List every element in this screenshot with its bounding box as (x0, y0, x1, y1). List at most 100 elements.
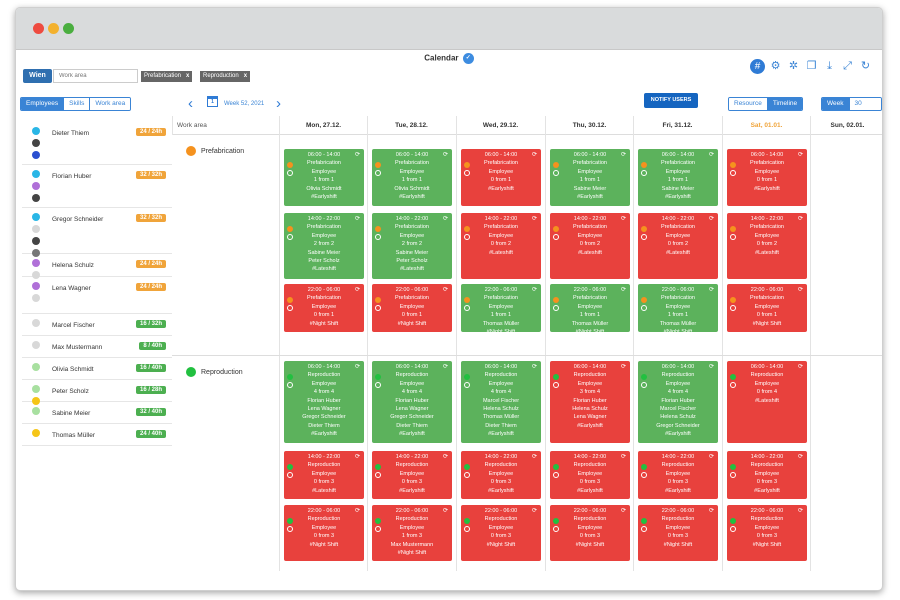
repeat-icon[interactable]: ⟳ (797, 508, 803, 514)
prev-week-button[interactable]: ‹ (188, 95, 193, 112)
repeat-icon[interactable]: ⟳ (354, 152, 360, 158)
employee-row[interactable]: Olivia Schmidt 16 / 40h (22, 358, 172, 380)
repeat-icon[interactable]: ⟳ (620, 364, 626, 370)
day-header[interactable]: Tue, 28.12. (367, 116, 455, 135)
shift-card[interactable]: ⟳ 22:00 - 06:00 Reproduction Employee 0 from… (284, 505, 364, 561)
notify-users-button[interactable]: NOTIFY USERS (644, 93, 698, 108)
shift-card[interactable]: ⟳ 22:00 - 06:00 Prefabrication Employee 1 fr… (638, 284, 718, 335)
employee-row[interactable]: Peter Scholz 16 / 28h (22, 380, 172, 405)
repeat-icon[interactable]: ⟳ (797, 152, 803, 158)
shift-card[interactable]: ⟳ 14:00 - 22:00 Reproduction Employee 0 from… (372, 451, 452, 499)
shift-card[interactable]: ⟳ 22:00 - 06:00 Reproduction Employee 0 from… (461, 505, 541, 561)
shift-card[interactable]: ⟳ 14:00 - 22:00 Prefabrication Employee 0 fr… (550, 213, 630, 279)
repeat-icon[interactable]: ⟳ (442, 508, 448, 514)
repeat-icon[interactable]: ⟳ (708, 152, 714, 158)
employee-row[interactable]: Sabine Meier 32 / 40h (22, 402, 172, 424)
next-week-button[interactable]: › (276, 95, 281, 112)
repeat-icon[interactable]: ⟳ (708, 287, 714, 293)
shift-card[interactable]: ⟳ 14:00 - 22:00 Reproduction Employee 0 from… (284, 451, 364, 499)
shift-card[interactable]: ⟳ 14:00 - 22:00 Prefabrication Employee 0 fr… (727, 213, 807, 279)
repeat-icon[interactable]: ⟳ (797, 287, 803, 293)
gear-icon[interactable]: ✲ (788, 60, 799, 72)
repeat-icon[interactable]: ⟳ (442, 152, 448, 158)
employee-row[interactable]: Lena Wagner 24 / 24h (22, 277, 172, 314)
shift-card[interactable]: ⟳ 22:00 - 06:00 Reproduction Employee 1 from… (372, 505, 452, 561)
location-button[interactable]: Wien (23, 69, 52, 83)
tab-work-area[interactable]: Work area (90, 98, 131, 110)
shift-card[interactable]: ⟳ 06:00 - 14:00 Reproduction Employee 4 from… (284, 361, 364, 443)
repeat-icon[interactable]: ⟳ (531, 454, 537, 460)
tab-resource[interactable]: Resource (729, 98, 768, 110)
repeat-icon[interactable]: ⟳ (442, 287, 448, 293)
shift-card[interactable]: ⟳ 22:00 - 06:00 Prefabrication Employee 0 fr… (284, 284, 364, 332)
shift-card[interactable]: ⟳ 22:00 - 06:00 Prefabrication Employee 1 fr… (550, 284, 630, 335)
shift-card[interactable]: ⟳ 06:00 - 14:00 Prefabrication Employee 0 fr… (727, 149, 807, 206)
repeat-icon[interactable]: ⟳ (531, 364, 537, 370)
tab-employees[interactable]: Employees (21, 98, 65, 110)
tab-30-days[interactable]: 30 days (849, 98, 881, 110)
employee-row[interactable]: Florian Huber 32 / 32h (22, 165, 172, 208)
shift-card[interactable]: ⟳ 06:00 - 14:00 Prefabrication Employee 1 fr… (550, 149, 630, 206)
hashtag-icon[interactable]: # (750, 59, 765, 74)
shift-card[interactable]: ⟳ 22:00 - 06:00 Reproduction Employee 0 from… (727, 505, 807, 561)
repeat-icon[interactable]: ⟳ (442, 364, 448, 370)
repeat-icon[interactable]: ⟳ (442, 216, 448, 222)
repeat-icon[interactable]: ⟳ (708, 216, 714, 222)
day-header[interactable]: Wed, 29.12. (456, 116, 544, 135)
close-window-button[interactable] (33, 23, 44, 34)
close-icon[interactable]: x (243, 73, 248, 79)
close-icon[interactable]: x (186, 73, 190, 79)
refresh-icon[interactable]: ↻ (860, 60, 871, 72)
shift-card[interactable]: ⟳ 14:00 - 22:00 Reproduction Employee 0 from… (550, 451, 630, 499)
shift-card[interactable]: ⟳ 22:00 - 06:00 Prefabrication Employee 0 fr… (727, 284, 807, 332)
repeat-icon[interactable]: ⟳ (531, 508, 537, 514)
tab-week[interactable]: Week (822, 98, 850, 110)
repeat-icon[interactable]: ⟳ (354, 287, 360, 293)
expand-icon[interactable]: ⤢ (843, 60, 852, 72)
filter-chip-prefabrication[interactable]: Prefabrication x (141, 71, 193, 82)
day-header[interactable]: Sun, 02.01. (810, 116, 882, 135)
employee-row[interactable]: Thomas Müller 24 / 40h (22, 424, 172, 446)
maximize-window-button[interactable] (63, 23, 74, 34)
employee-row[interactable]: Max Mustermann 8 / 40h (22, 336, 172, 358)
shift-card[interactable]: ⟳ 06:00 - 14:00 Reproduction Employee 4 from… (461, 361, 541, 443)
repeat-icon[interactable]: ⟳ (354, 364, 360, 370)
repeat-icon[interactable]: ⟳ (797, 364, 803, 370)
day-header[interactable]: Fri, 31.12. (633, 116, 721, 135)
shift-card[interactable]: ⟳ 14:00 - 22:00 Reproduction Employee 0 from… (461, 451, 541, 499)
shift-card[interactable]: ⟳ 14:00 - 22:00 Prefabrication Employee 2 fr… (284, 213, 364, 279)
employee-row[interactable]: Marcel Fischer 16 / 32h (22, 314, 172, 336)
shift-card[interactable]: ⟳ 14:00 - 22:00 Reproduction Employee 0 from… (727, 451, 807, 499)
repeat-icon[interactable]: ⟳ (797, 454, 803, 460)
day-header[interactable]: Sat, 01.01. (722, 116, 810, 135)
employee-row[interactable]: Gregor Schneider 32 / 32h (22, 208, 172, 257)
tab-timeline[interactable]: Timeline (767, 98, 803, 110)
repeat-icon[interactable]: ⟳ (442, 454, 448, 460)
day-header[interactable]: Mon, 27.12. (279, 116, 367, 135)
shift-card[interactable]: ⟳ 06:00 - 14:00 Reproduction Employee 3 from… (550, 361, 630, 443)
employee-row[interactable]: Dieter Thiem 24 / 24h (22, 122, 172, 165)
shift-card[interactable]: ⟳ 06:00 - 14:00 Reproduction Employee 4 from… (638, 361, 718, 443)
calendar-icon[interactable]: 1 (207, 96, 218, 107)
tab-skills[interactable]: Skills (64, 98, 91, 110)
filter-chip-reproduction[interactable]: Reproduction x (200, 71, 251, 82)
repeat-icon[interactable]: ⟳ (531, 216, 537, 222)
repeat-icon[interactable]: ⟳ (620, 454, 626, 460)
workarea-search-input[interactable] (53, 69, 138, 83)
repeat-icon[interactable]: ⟳ (620, 216, 626, 222)
repeat-icon[interactable]: ⟳ (620, 152, 626, 158)
shift-card[interactable]: ⟳ 06:00 - 14:00 Prefabrication Employee 1 fr… (284, 149, 364, 206)
calendar-info-icon[interactable]: ✓ (462, 53, 474, 64)
shift-card[interactable]: ⟳ 22:00 - 06:00 Prefabrication Employee 1 fr… (461, 284, 541, 335)
shift-card[interactable]: ⟳ 06:00 - 14:00 Prefabrication Employee 1 fr… (638, 149, 718, 206)
download-icon[interactable]: ⤓ (827, 60, 832, 72)
shift-card[interactable]: ⟳ 14:00 - 22:00 Prefabrication Employee 0 fr… (461, 213, 541, 279)
minimize-window-button[interactable] (48, 23, 59, 34)
shift-card[interactable]: ⟳ 22:00 - 06:00 Reproduction Employee 0 from… (550, 505, 630, 561)
shift-card[interactable]: ⟳ 06:00 - 14:00 Reproduction Employee 0 from… (727, 361, 807, 443)
repeat-icon[interactable]: ⟳ (708, 454, 714, 460)
shift-card[interactable]: ⟳ 06:00 - 14:00 Reproduction Employee 4 from… (372, 361, 452, 443)
repeat-icon[interactable]: ⟳ (797, 216, 803, 222)
copy-icon[interactable]: ❐ (806, 60, 817, 72)
repeat-icon[interactable]: ⟳ (620, 508, 626, 514)
